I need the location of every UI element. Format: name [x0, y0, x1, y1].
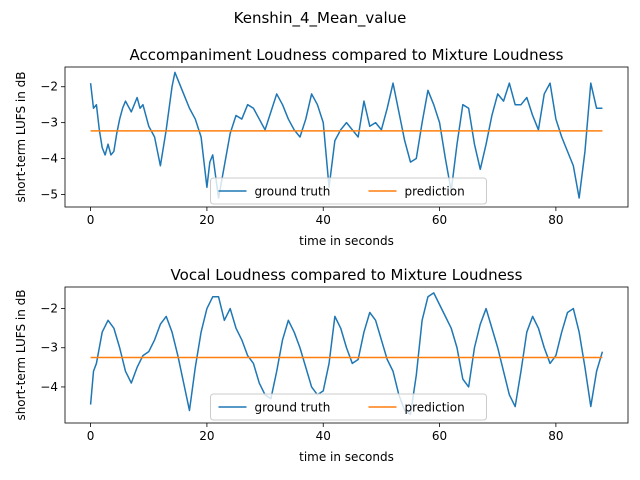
accompaniment-x-tick-label: 20 [199, 213, 214, 227]
vocal-y-tick-label: −4 [40, 380, 58, 394]
vocal-x-tick-label: 80 [548, 429, 563, 443]
vocal-legend: ground truth prediction [210, 393, 487, 421]
accompaniment-chart-panel: Accompaniment Loudness compared to Mixtu… [14, 46, 629, 248]
accompaniment-x-tick-label: 0 [87, 213, 95, 227]
vocal-legend-box [210, 393, 487, 421]
accompaniment-y-tick-label: −5 [40, 187, 58, 201]
vocal-x-tick-label: 60 [432, 429, 447, 443]
vocal-legend-label: prediction [405, 401, 465, 415]
accompaniment-y-tick-label: −3 [40, 116, 58, 130]
vocal-x-tick-label: 40 [316, 429, 331, 443]
accompaniment-legend: ground truth prediction [210, 177, 487, 205]
accompaniment-y-axis-label: short-term LUFS in dB [14, 71, 28, 202]
vocal-legend-label: ground truth [255, 401, 331, 415]
accompaniment-x-axis-label: time in seconds [299, 234, 394, 248]
vocal-y-tick-label: −3 [40, 341, 58, 355]
accompaniment-x-tick-label: 60 [432, 213, 447, 227]
accompaniment-series-ground-truth [89, 71, 603, 199]
accompaniment-y-tick-label: −4 [40, 152, 58, 166]
accompaniment-legend-box [210, 177, 487, 205]
accompaniment-chart-title: Accompaniment Loudness compared to Mixtu… [130, 46, 564, 64]
accompaniment-plot-frame [64, 66, 629, 208]
vocal-chart-panel: Vocal Loudness compared to Mixture Loudn… [14, 266, 629, 464]
accompaniment-x-tick-label: 40 [316, 213, 331, 227]
vocal-plot-frame [64, 286, 629, 424]
vocal-chart-title: Vocal Loudness compared to Mixture Loudn… [171, 266, 523, 284]
accompaniment-legend-label: prediction [405, 185, 465, 199]
accompaniment-x-tick-label: 80 [548, 213, 563, 227]
vocal-y-axis-label: short-term LUFS in dB [14, 289, 28, 420]
vocal-x-tick-label: 20 [199, 429, 214, 443]
vocal-y-tick-label: −2 [40, 302, 58, 316]
accompaniment-y-tick-label: −2 [40, 80, 58, 94]
figure-suptitle: Kenshin_4_Mean_value [234, 9, 407, 28]
vocal-series-ground-truth [89, 292, 604, 416]
accompaniment-legend-label: ground truth [255, 185, 331, 199]
vocal-x-axis-label: time in seconds [299, 450, 394, 464]
vocal-x-tick-label: 0 [87, 429, 95, 443]
